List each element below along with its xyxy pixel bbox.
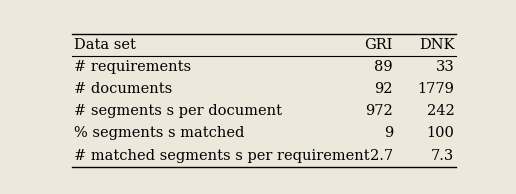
Text: # segments s per document: # segments s per document <box>74 104 282 118</box>
Text: 7.3: 7.3 <box>431 149 455 163</box>
Text: DNK: DNK <box>419 38 455 52</box>
Text: % segments s matched: % segments s matched <box>74 126 245 140</box>
Text: Data set: Data set <box>74 38 136 52</box>
Text: 100: 100 <box>427 126 455 140</box>
Text: # requirements: # requirements <box>74 60 191 74</box>
Text: 92: 92 <box>375 82 393 96</box>
Text: # documents: # documents <box>74 82 173 96</box>
Text: GRI: GRI <box>365 38 393 52</box>
Text: 33: 33 <box>436 60 455 74</box>
Text: 972: 972 <box>365 104 393 118</box>
Text: 89: 89 <box>374 60 393 74</box>
Text: # matched segments s per requirement: # matched segments s per requirement <box>74 149 370 163</box>
Text: 242: 242 <box>427 104 455 118</box>
Text: 9: 9 <box>384 126 393 140</box>
Text: 2.7: 2.7 <box>370 149 393 163</box>
Text: 1779: 1779 <box>417 82 455 96</box>
